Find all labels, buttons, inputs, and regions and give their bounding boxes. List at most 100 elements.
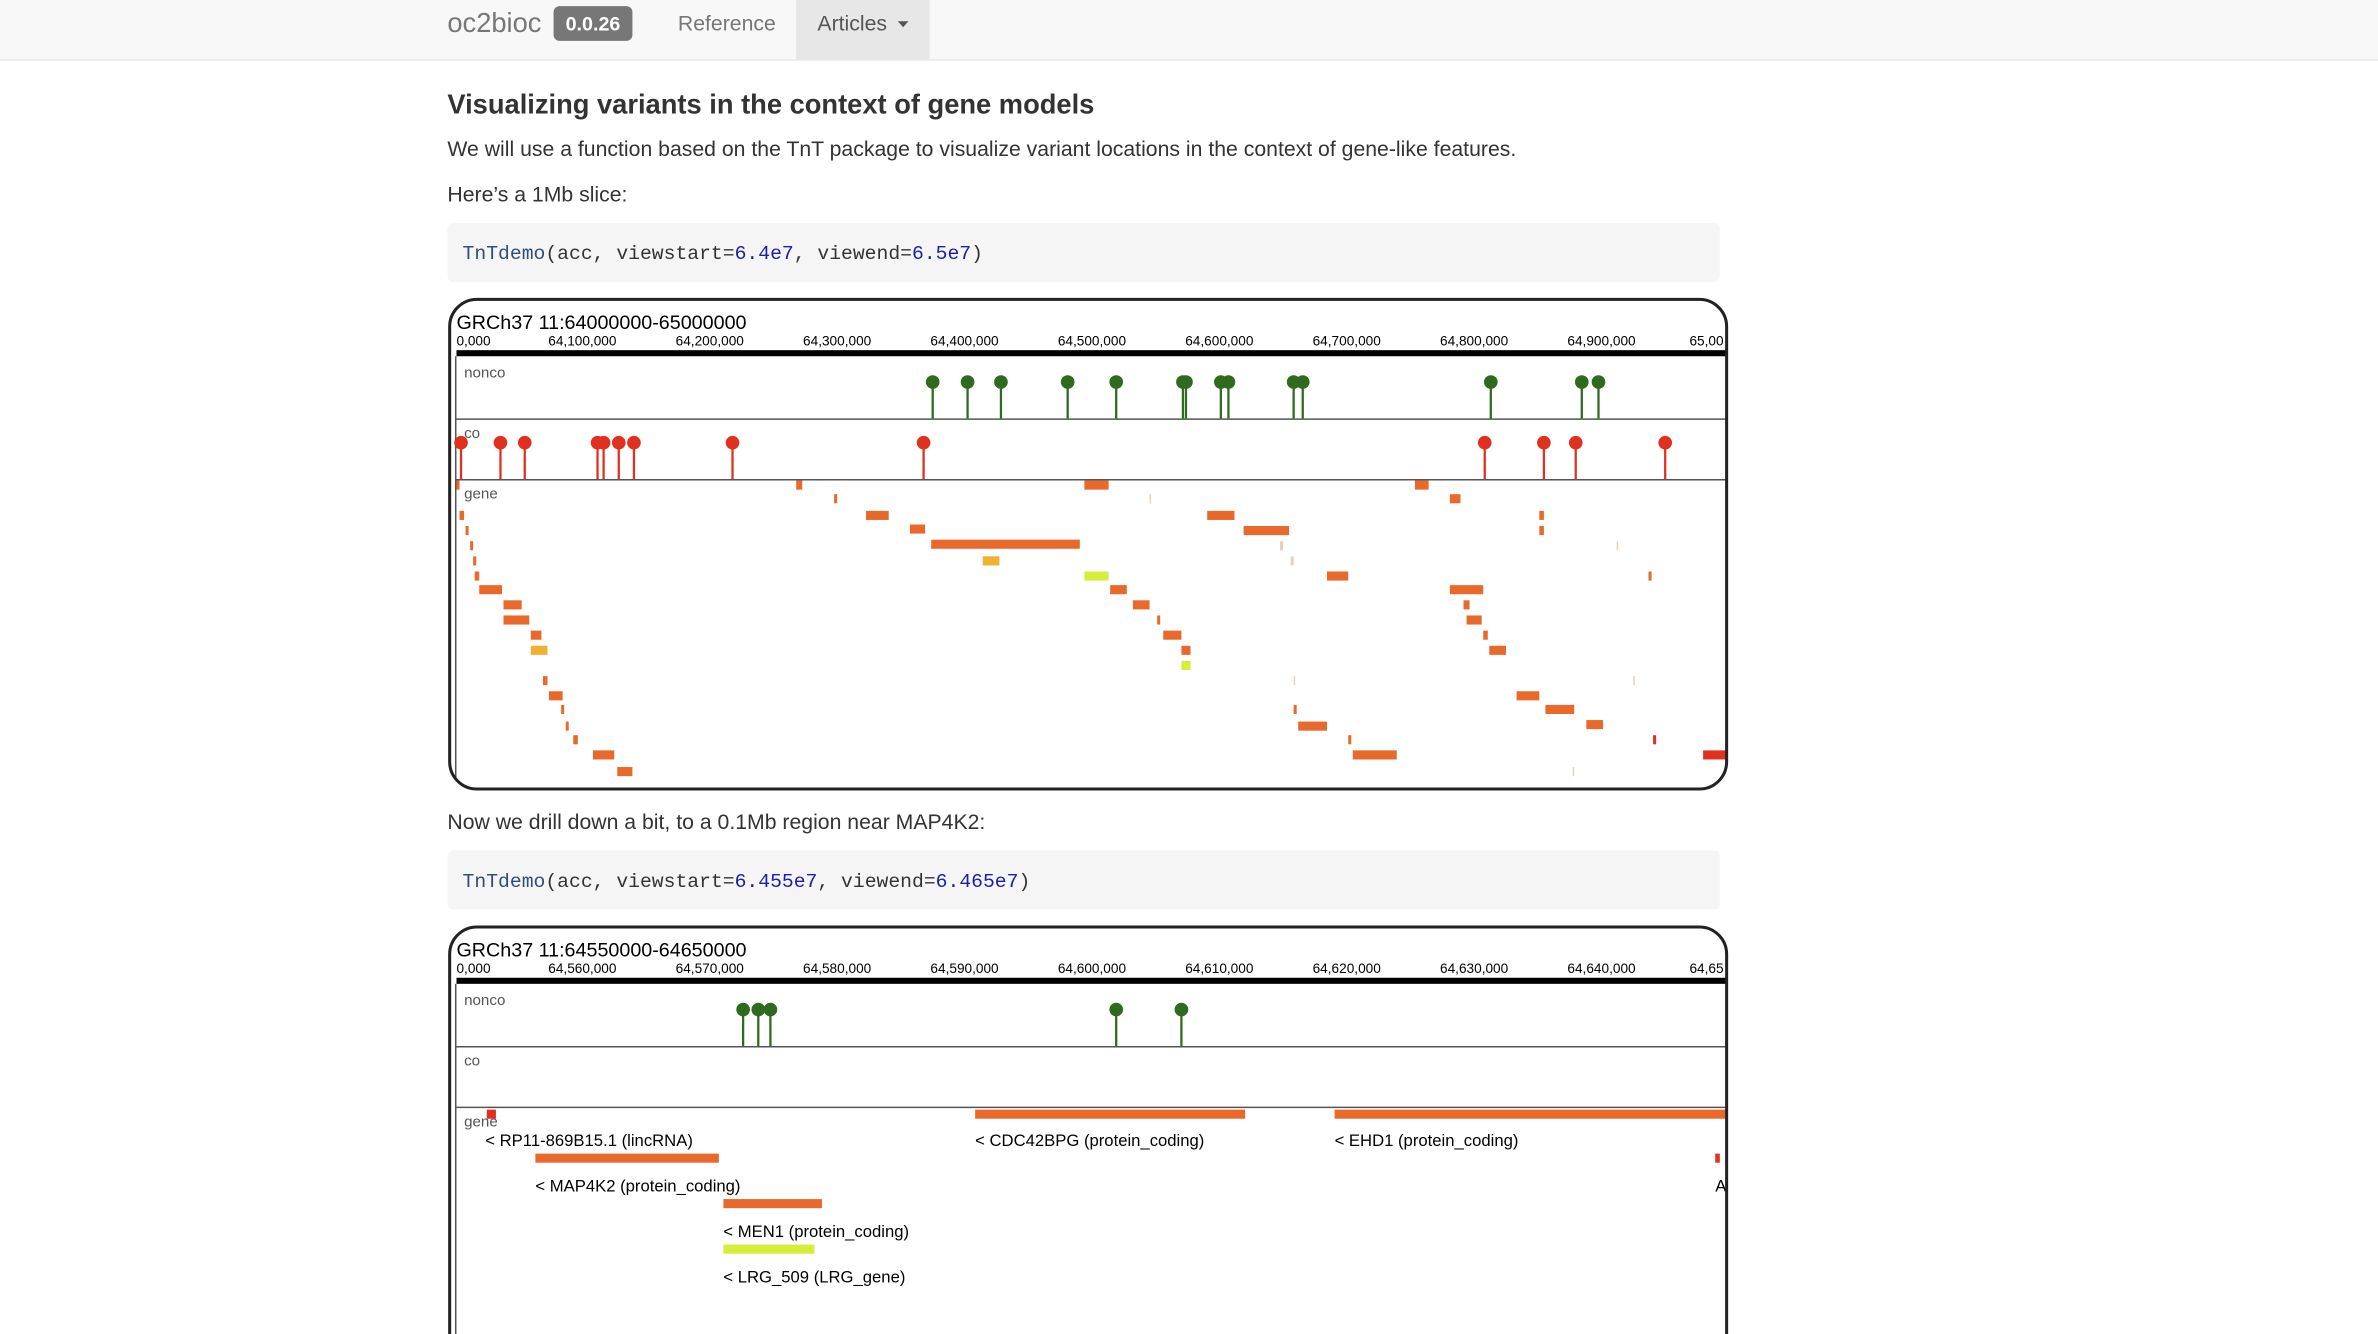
gene-feature (1149, 494, 1152, 504)
axis-bar (456, 977, 1726, 984)
gene-feature (470, 541, 474, 551)
axis-label: 64,300,000 (803, 334, 872, 349)
axis-label: 64,400,000 (930, 334, 999, 349)
track-label: nonco (464, 364, 505, 381)
gene-feature (1352, 750, 1397, 760)
axis-label: 64,800,000 (1440, 334, 1509, 349)
axis-label: 64,620,000 (1313, 961, 1382, 976)
gene-feature (975, 1109, 1246, 1119)
gene-feature (909, 524, 926, 534)
gene-feature (1084, 571, 1109, 581)
gene-feature (1489, 645, 1506, 655)
axis-label: 65,00 (1689, 334, 1724, 349)
axis-label: 0,000 (456, 961, 491, 976)
variant (627, 435, 641, 450)
gene-feature (1334, 1109, 1726, 1119)
gene-feature (542, 676, 548, 686)
browser-title: GRCh37 11:64000000-65000000 (456, 312, 746, 334)
gene-feature (1648, 571, 1652, 581)
track-label: co (464, 1053, 480, 1070)
gene-feature (1483, 630, 1488, 640)
variant (1109, 1002, 1124, 1017)
nav-link[interactable]: Reference (678, 12, 776, 35)
browser-frame (448, 297, 1729, 791)
browser-title: GRCh37 11:64550000-64650000 (456, 940, 746, 962)
gene-feature (723, 1244, 815, 1254)
gene-feature (1163, 630, 1182, 640)
gene-feature (1181, 645, 1191, 655)
gene-feature (1616, 541, 1619, 551)
gene-feature (1348, 735, 1352, 745)
variant (611, 435, 626, 450)
gene-label: < LRG_509 (LRG_gene) (723, 1267, 905, 1286)
gene-feature (1653, 735, 1657, 745)
variant (1658, 435, 1673, 450)
gene-feature (474, 571, 480, 581)
variant (1109, 375, 1124, 389)
gene-feature (530, 645, 548, 655)
variant (763, 1002, 778, 1017)
version-badge (553, 6, 633, 41)
gene-feature (535, 1153, 719, 1163)
variant (916, 435, 931, 450)
variant (725, 435, 740, 450)
axis-label: 64,570,000 (676, 961, 745, 976)
gene-feature (1243, 526, 1290, 536)
variant (925, 375, 940, 389)
gene-feature (1703, 750, 1726, 760)
gene-label: < MAP4K2 (protein_coding) (535, 1177, 740, 1196)
gene-feature (723, 1199, 822, 1209)
axis-label: 64,630,000 (1440, 961, 1509, 976)
variant (960, 375, 975, 389)
variant (1477, 435, 1492, 450)
axis-label: 64,600,000 (1185, 334, 1254, 349)
gene-feature (1539, 526, 1544, 536)
variant (1568, 435, 1583, 450)
brand[interactable]: oc2bioc (447, 7, 541, 38)
gene-feature (834, 494, 838, 504)
axis-label: 64,610,000 (1185, 961, 1254, 976)
axis-label: 64,590,000 (930, 961, 999, 976)
variant (1591, 375, 1606, 389)
variant (596, 435, 611, 450)
gene-feature (865, 510, 889, 520)
axis-label: 64,200,000 (676, 334, 745, 349)
version: 0.0.26 (566, 13, 621, 35)
code-block (447, 850, 1720, 910)
gene-feature (465, 526, 469, 536)
paragraph: Here’s a 1Mb slice: (447, 184, 627, 207)
gene-feature (1466, 615, 1482, 625)
navbar (0, 0, 2378, 60)
gene-feature (1449, 585, 1484, 595)
gene-feature (456, 480, 460, 490)
track-label: nonco (464, 992, 505, 1009)
gene-feature (592, 750, 615, 760)
nav-link[interactable]: Articles (817, 12, 887, 35)
gene-feature (1545, 704, 1575, 714)
gene-feature (1414, 480, 1429, 490)
gene-feature (486, 1109, 496, 1119)
gene-feature (503, 600, 522, 610)
code: TnTdemo(acc, viewstart=6.455e7, viewend=… (463, 871, 1031, 893)
gene-feature (459, 510, 465, 520)
gene-feature (503, 615, 530, 625)
gene-feature (982, 556, 1000, 566)
gene-feature (617, 767, 633, 777)
axis-label: 64,580,000 (803, 961, 872, 976)
gene-feature (479, 585, 502, 595)
gene-feature (1516, 691, 1540, 701)
axis-label: 0,000 (456, 334, 491, 349)
variant (1179, 375, 1193, 389)
browser-frame (448, 925, 1729, 1334)
axis-label: 64,500,000 (1058, 334, 1127, 349)
axis-label: 64,600,000 (1058, 961, 1127, 976)
code-block (447, 222, 1720, 282)
gene-label: A (1715, 1177, 1727, 1196)
axis-label: 64,700,000 (1313, 334, 1382, 349)
gene-feature (1084, 480, 1109, 490)
gene-feature (1110, 585, 1127, 595)
variant (517, 435, 532, 450)
gene-feature (1633, 676, 1635, 686)
